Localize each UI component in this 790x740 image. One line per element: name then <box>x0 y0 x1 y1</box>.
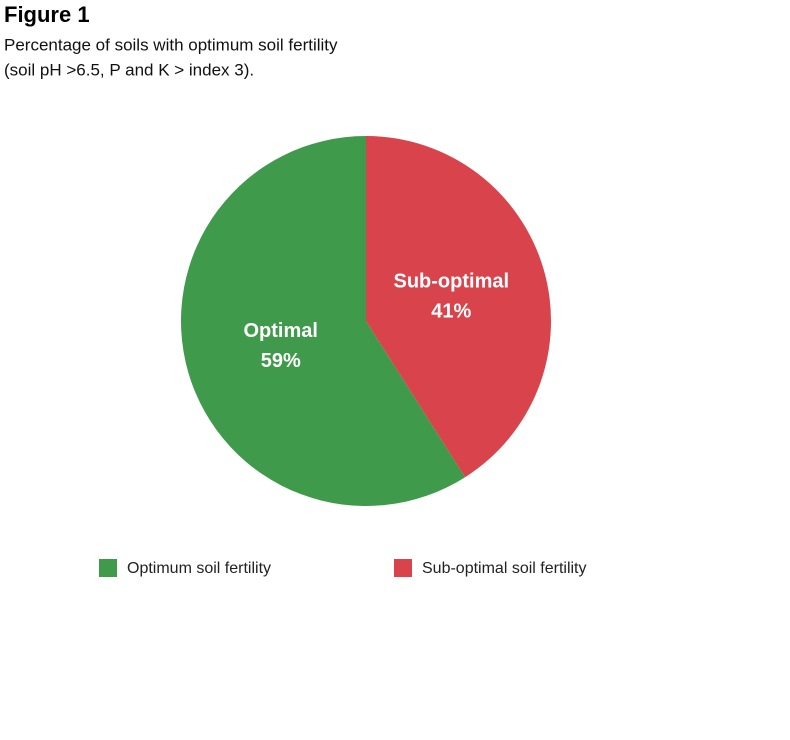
legend-swatch <box>394 559 412 577</box>
pie-slice <box>181 136 466 506</box>
legend-swatch <box>99 559 117 577</box>
slice-value-label: 59% <box>261 350 301 372</box>
legend-label: Sub-optimal soil fertility <box>422 560 587 577</box>
chart-subtitle: Percentage of soils with optimum soil fe… <box>4 35 338 54</box>
legend-label: Optimum soil fertility <box>127 560 271 577</box>
slice-value-label: 41% <box>431 301 471 323</box>
chart-title: Figure 1 <box>4 2 90 27</box>
slice-label: Sub-optimal <box>394 271 510 293</box>
slice-label: Optimal <box>243 320 317 342</box>
chart-subtitle: (soil pH >6.5, P and K > index 3). <box>4 60 254 79</box>
pie-slice <box>366 136 552 478</box>
